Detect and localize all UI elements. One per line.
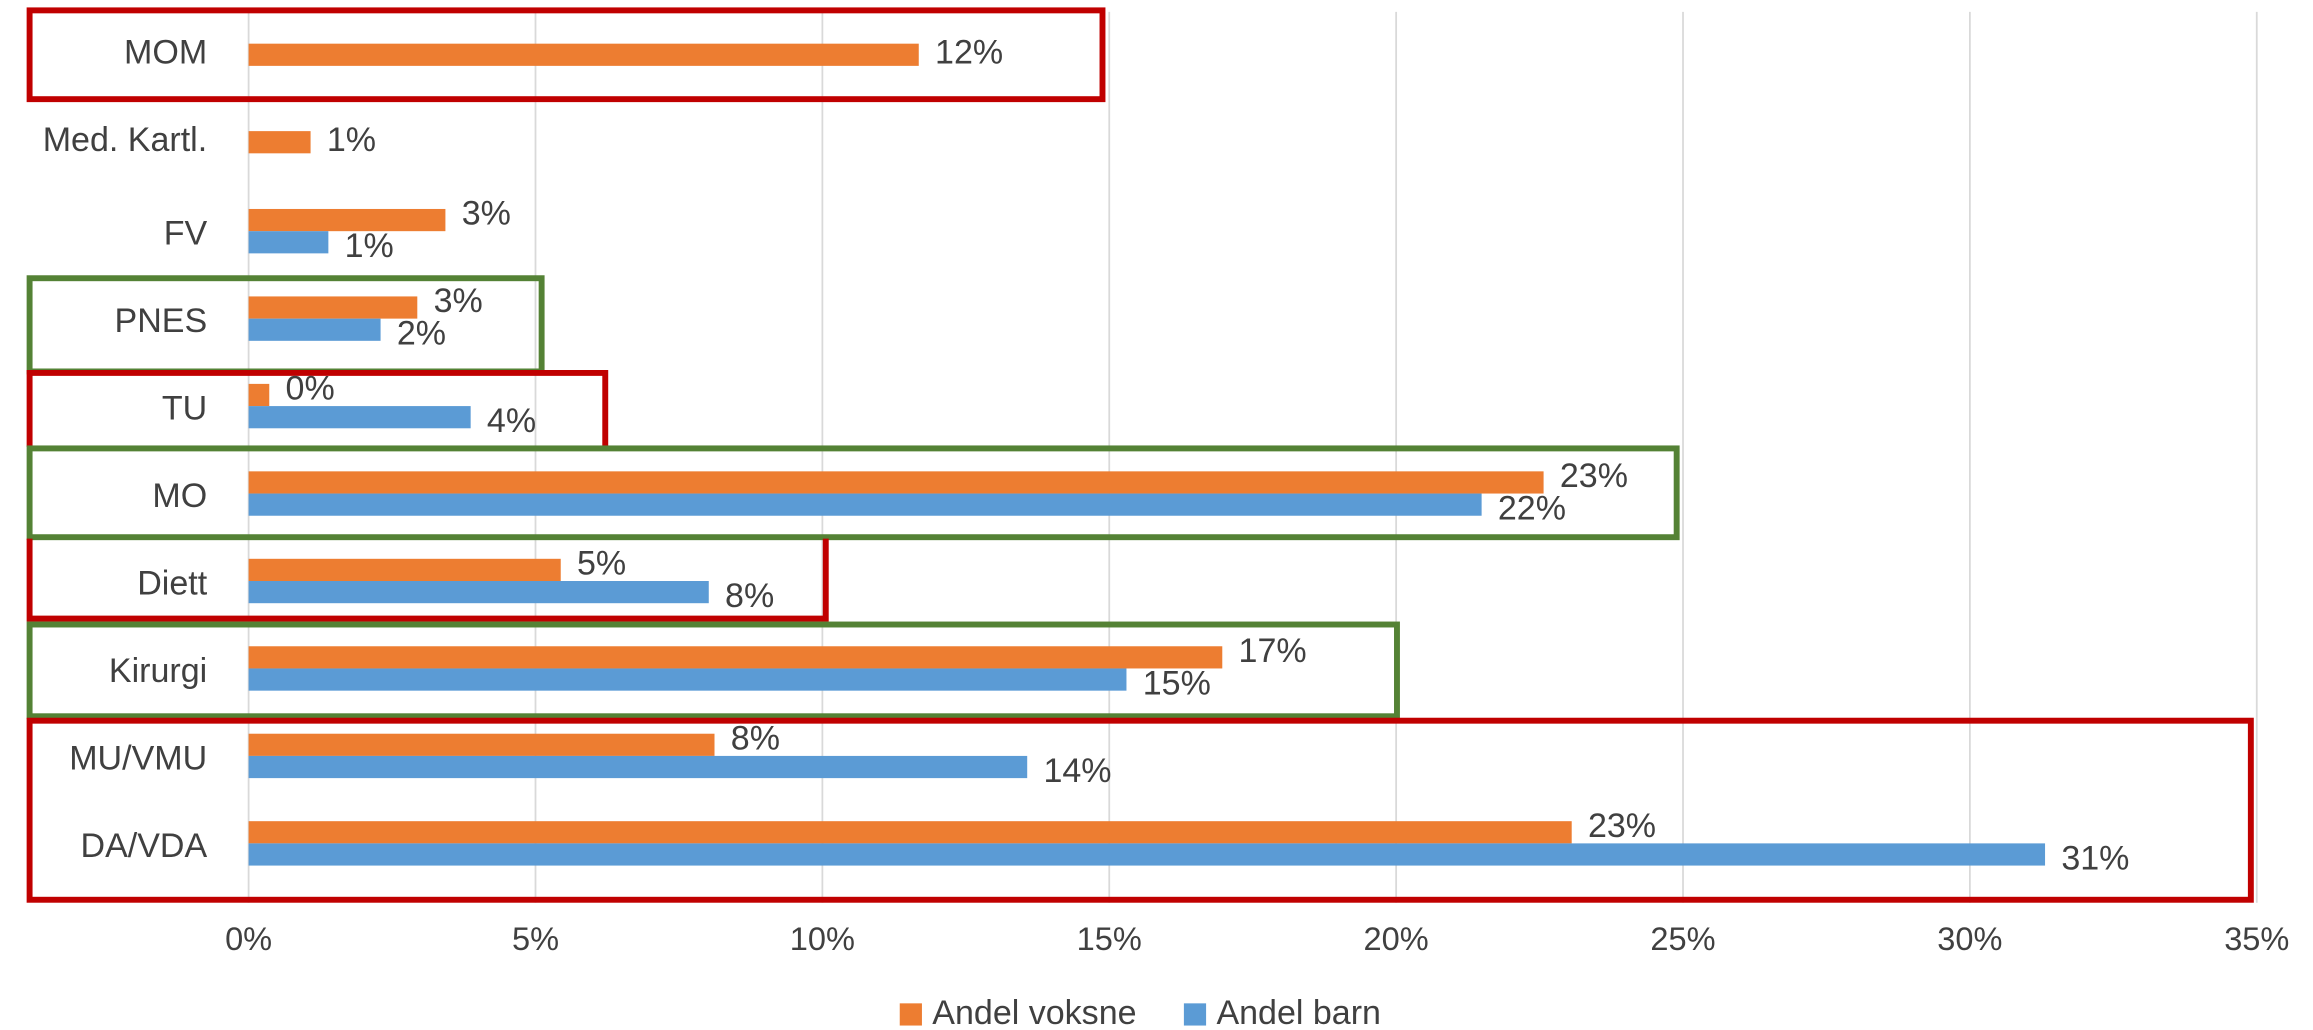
value-label: 22% — [1498, 490, 1566, 528]
value-label: 23% — [1588, 807, 1656, 845]
category-label: PNES — [115, 302, 208, 340]
category-label: MO — [152, 477, 207, 515]
value-label: 31% — [2061, 839, 2129, 877]
bar — [248, 821, 1572, 844]
bar — [248, 558, 561, 582]
value-label: 0% — [286, 370, 335, 408]
bar — [248, 43, 919, 66]
highlight-box — [26, 538, 829, 622]
x-tick-label: 30% — [1937, 921, 2002, 957]
x-tick-label: 35% — [2224, 921, 2289, 957]
category-label: TU — [162, 390, 207, 428]
value-label: 15% — [1143, 664, 1211, 702]
highlight-box — [26, 7, 1106, 103]
category-label: MU/VMU — [69, 739, 207, 777]
value-label: 3% — [434, 282, 483, 320]
category-label: Med. Kartl. — [43, 121, 207, 159]
bar — [248, 733, 715, 756]
legend-swatch — [1183, 1003, 1207, 1026]
bar — [248, 318, 381, 341]
bars — [248, 43, 2046, 866]
x-tick-label: 10% — [790, 921, 855, 957]
bar — [248, 406, 471, 429]
value-label: 3% — [462, 195, 511, 233]
legend-swatch — [899, 1003, 922, 1026]
x-tick-label: 5% — [512, 921, 559, 957]
x-tick-label: 25% — [1650, 921, 1715, 957]
x-tick-label: 15% — [1077, 921, 1142, 957]
category-label: DA/VDA — [81, 827, 208, 865]
bar — [248, 843, 2046, 866]
bar — [248, 383, 270, 407]
highlight-box — [26, 621, 1400, 720]
bar — [248, 646, 1223, 669]
legend-label: Andel voksne — [932, 994, 1136, 1030]
bar — [248, 208, 446, 232]
bar — [248, 131, 311, 154]
value-label: 4% — [487, 402, 536, 440]
bar — [248, 581, 709, 604]
bar — [248, 471, 1544, 494]
value-label: 1% — [345, 227, 394, 265]
category-label: FV — [164, 215, 208, 253]
x-tick-label: 0% — [225, 921, 272, 957]
value-label: 1% — [327, 121, 376, 159]
legend-label: Andel barn — [1216, 994, 1381, 1030]
highlight-box — [26, 445, 1680, 541]
value-label: 5% — [577, 544, 626, 582]
value-label: 23% — [1560, 457, 1628, 495]
value-label: 2% — [397, 315, 446, 353]
category-label: Diett — [137, 564, 207, 602]
bar — [248, 755, 1028, 779]
highlight-box — [26, 717, 2254, 903]
value-label: 8% — [725, 577, 774, 615]
bar — [248, 296, 418, 319]
bar — [248, 668, 1127, 691]
highlight-box — [26, 369, 609, 447]
bar — [248, 231, 329, 254]
highlight-boxes — [26, 7, 2254, 903]
category-label: MOM — [124, 34, 207, 72]
grid — [247, 11, 2258, 903]
value-label: 14% — [1043, 752, 1111, 790]
value-label: 12% — [935, 34, 1003, 72]
value-label: 8% — [731, 719, 780, 757]
category-label: Kirurgi — [109, 652, 207, 690]
x-tick-label: 20% — [1364, 921, 1429, 957]
value-label: 17% — [1239, 632, 1307, 670]
bar — [248, 493, 1482, 516]
